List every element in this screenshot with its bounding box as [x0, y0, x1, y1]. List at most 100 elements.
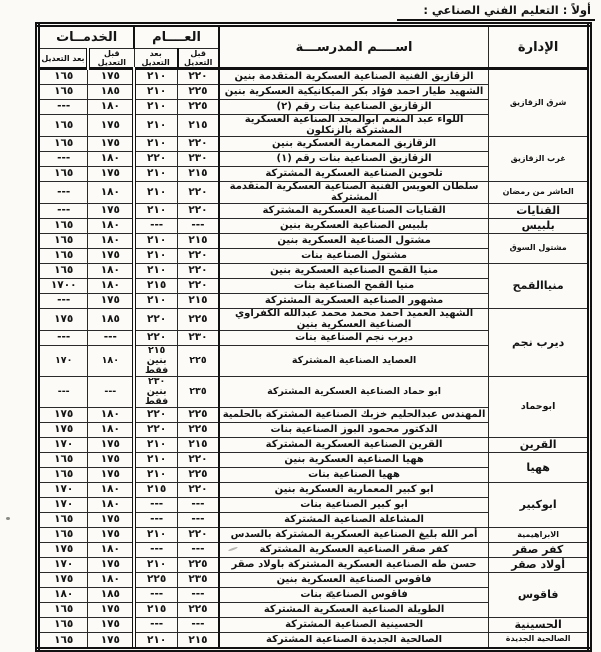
table-body: شرق الزقازيق الزقازيق الفنية الصناعية الع…: [36, 68, 590, 650]
table-row: المهندس عبدالحليم خزبك الصناعية المشتركة…: [36, 406, 590, 423]
services-after-cell: ١٧٠: [36, 556, 89, 573]
admin-cell: غرب الزقازيق: [488, 136, 590, 182]
general-before-cell: ٢٢٠: [177, 248, 220, 264]
scan-speck: [330, 591, 333, 594]
services-after-cell: ١٦٥: [36, 136, 89, 152]
services-before-cell: ١٧٥: [87, 511, 135, 528]
general-before-cell: ٢٢٥: [177, 556, 220, 573]
admin-cell: بلبيس: [488, 218, 590, 234]
general-after-cell: ---: [132, 496, 179, 513]
general-after-cell: ٢١٠: [132, 181, 179, 204]
school-name-cell: العصايد الصناعية المشتركة: [217, 345, 490, 377]
general-after-cell: ٢٢٠: [132, 308, 179, 331]
school-name-cell: مشتول الصناعية بنات: [217, 248, 490, 264]
school-name-cell: ابو كبير الصناعية بنات: [217, 496, 490, 513]
general-before-cell: ٢٢٥: [177, 84, 220, 100]
general-after-cell: ٢١٥: [132, 481, 179, 498]
school-name-cell: منيا القمح الصناعية العسكرية بنين: [217, 263, 490, 279]
general-before-cell: ٢٢٠: [177, 203, 220, 219]
services-after-cell: ---: [36, 99, 89, 115]
table-row: منياالقمح منيا القمح الصناعية العسكرية بن…: [36, 263, 590, 309]
school-name-cell: مشتول الصناعية العسكرية بنين: [217, 233, 490, 249]
services-after-cell: ١٧٥: [36, 406, 89, 423]
admin-cell: ابوحماد: [488, 375, 590, 438]
services-before-cell: ١٧٥: [87, 631, 135, 650]
table-row: الزقازيق الصناعية بنات رقم (١) ٢٣٠ ٢٢٠ ١٨٠-…: [36, 151, 590, 167]
table-row: الشهيد طيار احمد فؤاد بكر الميكانيكية ال…: [36, 84, 590, 100]
general-after-cell: ٢١٠: [132, 436, 179, 453]
services-after-cell: ١٦٥: [36, 616, 89, 633]
school-name-cell: سلطان العويس الفنية الصناعية العسكرية ال…: [217, 181, 490, 204]
services-before-cell: ١٨٠: [87, 345, 135, 377]
table-row: ههيا ههيا الصناعية العسكرية بنين ٢٢٠ ٢١٠ ١٧٥…: [36, 451, 590, 483]
admin-cell: فاقوس: [488, 571, 590, 618]
general-before-cell: ٢٢٠: [177, 68, 220, 85]
services-before-cell: ١٧٥: [87, 68, 135, 85]
school-name-cell: الزقازيق الفنية الصناعية العسكرية المتقد…: [217, 68, 490, 85]
services-after-cell: ١٨٠: [36, 586, 89, 603]
admin-cell: ههيا: [488, 451, 590, 483]
school-name-cell: الصالحية الجديدة الصناعية المشتركة: [217, 631, 490, 650]
services-after-cell: ١٧٠: [36, 496, 89, 513]
services-before-cell: ١٨٠: [87, 151, 135, 167]
services-after-cell: ١٦٥: [36, 466, 89, 483]
services-after-cell: ١٧٠: [36, 345, 89, 377]
page-title: أولاً : التعليم الفني الصناعي :: [397, 3, 595, 21]
general-after-cell: ٢١٥: [132, 601, 179, 618]
school-name-cell: فاقوس الصناعية بنات: [217, 586, 490, 603]
table-row: غرب الزقازيق الزقازيق المعمارية العسكرية …: [36, 136, 590, 182]
services-before-cell: ١٧٥: [87, 601, 135, 618]
services-before-cell: ---: [87, 330, 135, 346]
services-before-cell: ١٨٠: [87, 233, 135, 249]
general-before-cell: ---: [177, 218, 220, 234]
table-row: تلحوين الصناعية العسكرية المشتركة ٢١٥ ٢١٠ ١…: [36, 166, 590, 182]
general-after-cell: ---: [132, 541, 179, 558]
school-name-cell: منيا القمح الصناعية بنات: [217, 278, 490, 294]
admin-cell: القرين: [488, 436, 590, 453]
school-name-cell: الطويلة الصناعية العسكرية المشتركة: [217, 601, 490, 618]
admin-cell: كفر صقر: [488, 541, 590, 558]
services-before-cell: ١٧٥: [87, 526, 135, 543]
general-before-cell: ٢٢٥: [177, 308, 220, 331]
admin-cell: القنايات: [488, 203, 590, 219]
school-name-cell: الزقازيق المعمارية العسكرية بنين: [217, 136, 490, 152]
general-after-cell: ٢٢٠: [132, 330, 179, 346]
general-before-cell: ---: [177, 616, 220, 633]
services-before-cell: ١٨٠: [87, 571, 135, 588]
services-after-cell: ١٦٥: [36, 248, 89, 264]
services-before-cell: ١٨٥: [87, 84, 135, 100]
school-name-cell: المهندس عبدالحليم خزبك الصناعية المشتركة…: [217, 406, 490, 423]
services-before-cell: ١٨٠: [87, 421, 135, 438]
school-name-cell: فاقوس الصناعية العسكرية بنين: [217, 571, 490, 588]
services-after-cell: ---: [36, 181, 89, 204]
general-before-cell: ٢٢٥: [177, 345, 220, 377]
table-row: ديرب نجم الشهيد العميد أحمد محمد محمد عبد…: [36, 308, 590, 377]
services-after-cell: ١٧٥: [36, 571, 89, 588]
services-after-cell: ١٧٥: [36, 421, 89, 438]
services-after-cell: ١٦٥: [36, 631, 89, 650]
table-row: القرين القرين الصناعية العسكرية المشتركة ٢…: [36, 436, 590, 453]
header-services: الخدمــات: [35, 24, 135, 49]
services-after-cell: ---: [36, 151, 89, 167]
general-after-cell: ٢١٠: [132, 136, 179, 152]
services-before-cell: ١٧٥: [87, 203, 135, 219]
general-after-cell: ---: [132, 616, 179, 633]
schools-table-wrap: الإدارة اســــم المدرســـة العــــام الخ…: [31, 22, 592, 652]
header-services-before: قبل التعديل: [85, 48, 135, 70]
services-after-cell: ١٦٥: [36, 263, 89, 279]
general-before-cell: ٢٢٥: [177, 406, 220, 423]
general-before-cell: ٢٢٠: [177, 451, 220, 468]
general-after-cell: ٢١٠: [132, 248, 179, 264]
general-before-cell: ٢٢٠: [177, 278, 220, 294]
services-after-cell: ١٦٥: [36, 451, 89, 468]
school-name-cell: ههيا الصناعية العسكرية بنين: [217, 451, 490, 468]
general-after-cell: ٢١٠: [132, 556, 179, 573]
general-before-cell: ٢٢٠: [177, 263, 220, 279]
services-before-cell: ١٧٥: [87, 114, 135, 137]
services-before-cell: ١٨٠: [87, 496, 135, 513]
services-before-cell: ١٨٥: [87, 308, 135, 331]
services-before-cell: ١٨٠: [87, 263, 135, 279]
school-name-cell: المشاعلة الصناعية المشتركة: [217, 511, 490, 528]
services-after-cell: ---: [36, 330, 89, 346]
admin-cell: الصالحية الجديدة: [488, 631, 590, 650]
